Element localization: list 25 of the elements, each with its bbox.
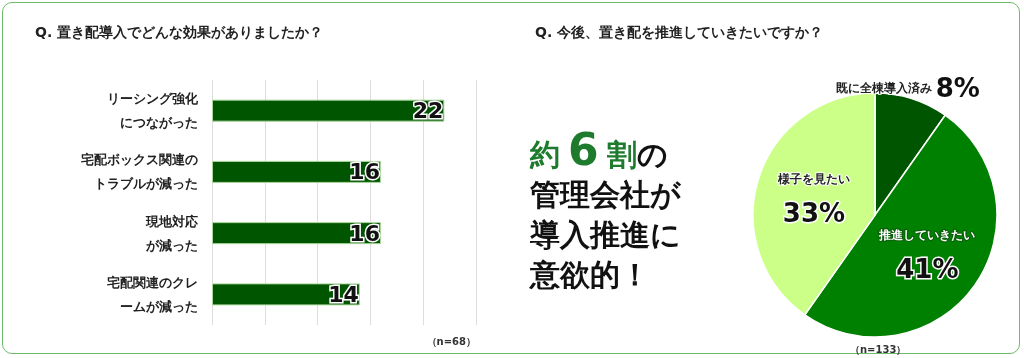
data-label: 41% [896, 253, 959, 284]
data-label: 16 [349, 220, 380, 246]
text: 6 [568, 124, 599, 175]
data-label: 22 [412, 98, 444, 124]
data-label: 14 [328, 281, 359, 307]
y-tick-label: リーシング強化につながった [107, 91, 199, 131]
slice-label: 様子を見たい [776, 171, 850, 186]
y-tick-label: 現地対応が減った [145, 213, 198, 253]
slice-label: 推進していきたい [878, 227, 976, 242]
text: 割 [606, 137, 637, 172]
y-tick-label: 宅配関連のクレームが減った [107, 274, 198, 314]
text: 約 [530, 137, 560, 172]
slice-label: 既に全棟導入済み [836, 81, 933, 96]
data-label: 8% [935, 73, 980, 104]
text: （n=68） [426, 335, 477, 347]
chart-title: Q. 置き配導入でどんな効果がありましたか？ [35, 24, 324, 40]
data-label: 33% [782, 197, 846, 228]
data-label: 16 [349, 159, 380, 185]
chart-title: Q. 今後、置き配を推進していきたいですか？ [535, 24, 824, 40]
y-tick-label: 宅配ボックス関連のトラブルが減った [81, 152, 198, 192]
text: （n=133） [850, 343, 907, 355]
text: 管理会社が [530, 176, 682, 214]
text: 導入推進に [530, 216, 682, 254]
text: 意欲的！ [530, 256, 651, 294]
text: の [636, 137, 668, 172]
